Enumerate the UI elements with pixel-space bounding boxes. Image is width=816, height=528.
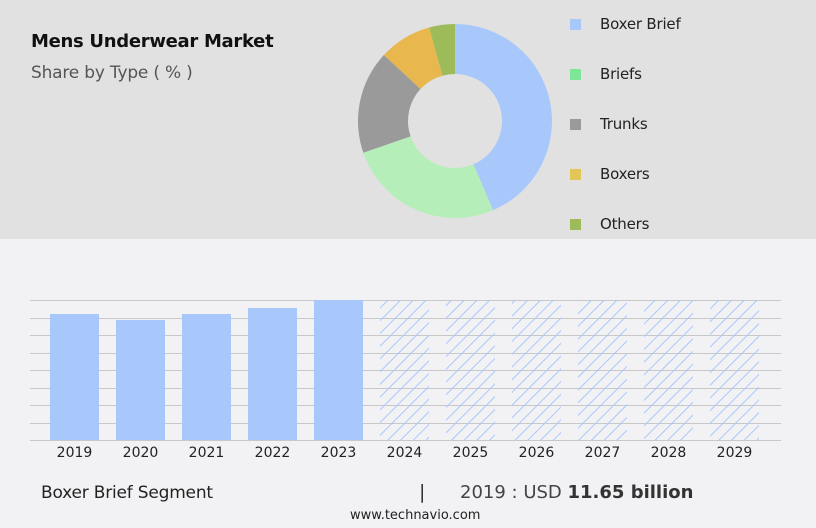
segment-value-year: 2019 : USD <box>460 482 568 503</box>
legend-label: Trunks <box>600 115 648 133</box>
top-panel: Mens Underwear Market Share by Type ( % … <box>0 0 816 239</box>
x-axis-label: 2021 <box>188 445 225 461</box>
bar-2020 <box>116 320 165 440</box>
donut-slice-others <box>429 24 455 76</box>
segment-label: Boxer Brief Segment <box>41 483 213 503</box>
donut-slice-trunks <box>358 55 421 153</box>
legend-label: Others <box>600 215 650 233</box>
x-axis-label: 2019 <box>56 445 93 461</box>
donut-chart <box>358 24 552 218</box>
x-axis-label: 2024 <box>386 445 423 461</box>
bar-2028 <box>644 300 693 440</box>
legend-label: Boxers <box>600 165 650 183</box>
donut-slice-boxers <box>383 27 443 90</box>
legend-swatch <box>570 118 581 130</box>
legend-swatch <box>570 168 581 180</box>
bar-2024 <box>380 300 429 440</box>
footer-separator: | <box>419 481 426 503</box>
legend-item-boxers: Boxers <box>570 164 650 184</box>
segment-value-amount: 11.65 billion <box>567 482 694 503</box>
legend-swatch <box>570 218 581 230</box>
x-axis-label: 2020 <box>122 445 159 461</box>
bar-2022 <box>248 308 297 440</box>
legend-label: Briefs <box>600 65 642 83</box>
x-axis-label: 2029 <box>716 445 753 461</box>
x-axis-label: 2028 <box>650 445 687 461</box>
bar-2029 <box>710 300 759 440</box>
chart-title: Mens Underwear Market <box>31 31 274 52</box>
bar-2023 <box>314 300 363 440</box>
bar-2026 <box>512 300 561 440</box>
x-axis-label: 2026 <box>518 445 555 461</box>
legend-item-boxer-brief: Boxer Brief <box>570 14 681 34</box>
bar-2027 <box>578 300 627 440</box>
legend-swatch <box>570 68 581 80</box>
segment-value: 2019 : USD 11.65 billion <box>460 482 693 503</box>
legend-label: Boxer Brief <box>600 15 681 33</box>
x-axis-label: 2027 <box>584 445 621 461</box>
source-url: www.technavio.com <box>350 508 481 523</box>
x-axis-label: 2025 <box>452 445 489 461</box>
bar-2025 <box>446 300 495 440</box>
donut-slice-boxer-brief <box>455 24 552 211</box>
x-axis-label: 2022 <box>254 445 291 461</box>
legend-swatch <box>570 18 581 30</box>
legend-item-trunks: Trunks <box>570 114 648 134</box>
chart-subtitle: Share by Type ( % ) <box>31 63 193 83</box>
x-axis-label: 2023 <box>320 445 357 461</box>
bar-2019 <box>50 314 99 440</box>
donut-slice-briefs <box>363 136 493 218</box>
bar-2021 <box>182 314 231 440</box>
legend-item-briefs: Briefs <box>570 64 642 84</box>
legend-item-others: Others <box>570 214 649 234</box>
